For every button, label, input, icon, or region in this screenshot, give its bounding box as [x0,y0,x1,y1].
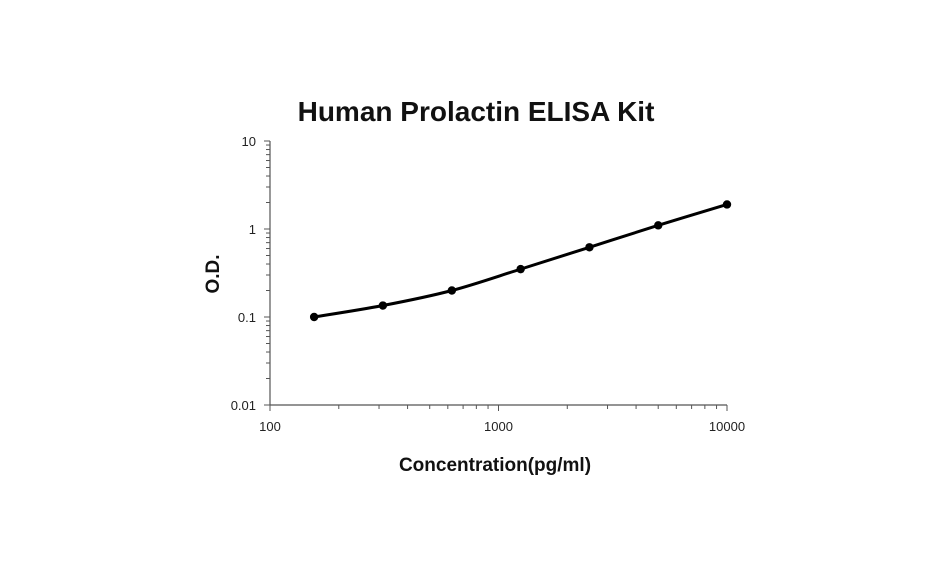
x-tick-label: 1000 [484,419,513,434]
x-axis-label: Concentration(pg/ml) [399,455,591,476]
x-tick-label: 100 [259,419,281,434]
axes: 100 1000 10000 0.01 0.1 1 10 [231,134,745,434]
data-point [516,264,525,274]
y-tick-label: 0.1 [238,310,256,325]
y-axis-label: O.D. [203,254,224,293]
y-tick-label: 10 [242,134,256,149]
y-tick-label: 0.01 [231,398,256,413]
data-point [447,286,457,295]
data-point [378,301,388,310]
data-point [654,221,663,230]
data-point [585,243,594,252]
data-point [722,200,732,209]
chart-title: Human Prolactin ELISA Kit [298,96,655,127]
series-line [312,202,729,319]
x-tick-label: 10000 [709,419,745,434]
y-tick-label: 1 [249,222,256,237]
data-point [309,312,319,322]
data-series [309,200,732,322]
